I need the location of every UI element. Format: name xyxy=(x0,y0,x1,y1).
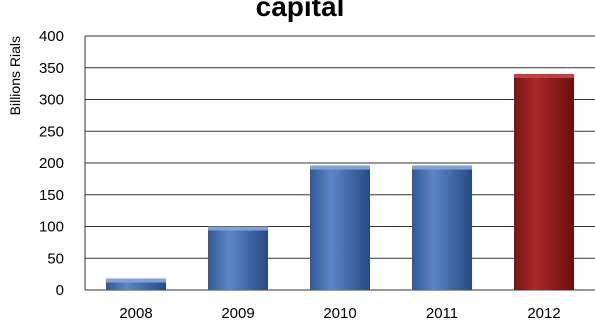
bar-top-highlight xyxy=(106,278,166,283)
bar-2010 xyxy=(310,165,370,290)
bar-rect xyxy=(208,226,268,290)
y-tick-label: 350 xyxy=(39,60,64,77)
bar-2011 xyxy=(412,165,472,290)
bar-top-highlight xyxy=(310,165,370,170)
y-tick-label: 150 xyxy=(39,187,64,204)
x-tick-label: 2010 xyxy=(323,305,356,322)
gridlines xyxy=(84,35,595,291)
bar-2012 xyxy=(514,74,574,290)
y-axis-label: Billions Rials xyxy=(7,36,23,115)
y-tick-label: 50 xyxy=(47,250,64,267)
bar-rect xyxy=(310,165,370,290)
bar-top-highlight xyxy=(208,226,268,231)
y-tick-label: 200 xyxy=(39,155,64,172)
chart-title: capital xyxy=(256,0,345,22)
bar-rect xyxy=(412,165,472,290)
y-tick-label: 300 xyxy=(39,92,64,109)
bar-rect xyxy=(106,278,166,290)
y-axis-ticks: 0 50 100 150 200 250 300 350 400 xyxy=(39,28,64,299)
y-tick-label: 0 xyxy=(56,282,64,299)
x-tick-label: 2012 xyxy=(527,305,560,322)
x-tick-label: 2008 xyxy=(119,305,152,322)
bar-2009 xyxy=(208,226,268,290)
x-axis-ticks: 2008 2009 2010 2011 2012 xyxy=(119,305,560,322)
x-tick-label: 2009 xyxy=(221,305,254,322)
bar-top-highlight xyxy=(412,165,472,170)
y-tick-label: 400 xyxy=(39,28,64,45)
x-tick-label: 2011 xyxy=(426,305,458,322)
y-tick-label: 250 xyxy=(39,123,64,140)
y-tick-label: 100 xyxy=(39,219,64,236)
bar-rect xyxy=(514,74,574,290)
bars xyxy=(106,74,574,290)
bar-2008 xyxy=(106,278,166,290)
bar-top-highlight xyxy=(514,74,574,79)
